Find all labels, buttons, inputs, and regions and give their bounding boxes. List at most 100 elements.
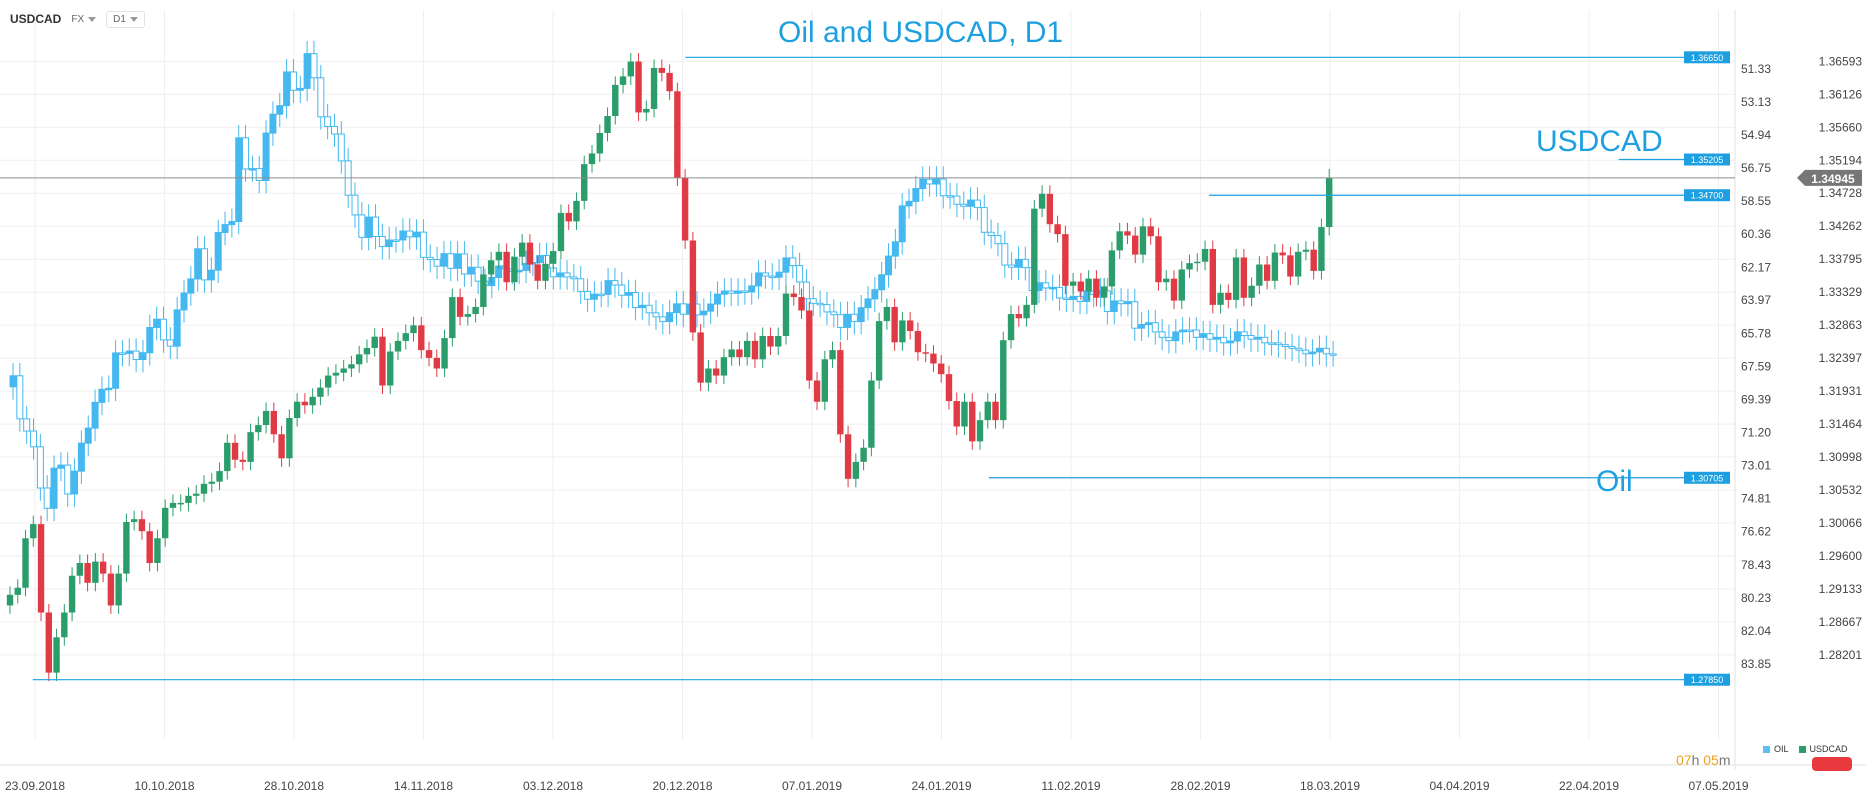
oil-candle — [1220, 336, 1228, 344]
oil-candle — [1158, 331, 1166, 338]
usdcad-candle — [1023, 304, 1030, 319]
oil-candle — [1247, 335, 1255, 340]
oil-candle — [590, 293, 598, 300]
timer-minutes-unit: m — [1718, 752, 1731, 768]
chart-toolbar: USDCAD FX D1 — [10, 8, 145, 30]
usdcad-candle — [1100, 286, 1108, 298]
usdcad-candle — [697, 332, 704, 383]
legend-label-usdcad: USDCAD — [1809, 744, 1848, 754]
usdcad-candle — [666, 72, 673, 92]
oil-candle — [816, 302, 824, 306]
oil-candle — [71, 470, 79, 495]
oil-candle — [973, 199, 981, 209]
oil-candle — [823, 304, 831, 313]
oil-tick-label: 83.85 — [1741, 657, 1771, 671]
usdcad-candle — [1186, 263, 1193, 270]
usdcad-candle — [557, 212, 565, 252]
oil-candle — [460, 253, 468, 275]
legend-swatch-oil — [1763, 746, 1770, 754]
level-label-bg — [1684, 471, 1730, 484]
oil-candle — [645, 304, 653, 314]
usdcad-candle — [1031, 208, 1038, 305]
usdcad-candle — [216, 471, 223, 482]
usdcad-candle — [1248, 285, 1255, 298]
usdcad-candle — [969, 401, 976, 442]
usdcad-tick-label: 1.28201 — [1819, 648, 1863, 662]
oil-candle — [871, 289, 879, 300]
oil-candle — [652, 312, 660, 318]
market-label: FX — [71, 13, 85, 25]
oil-tick-label: 62.17 — [1741, 260, 1771, 274]
timeframe-dropdown[interactable]: D1 — [106, 10, 145, 28]
oil-candle — [837, 314, 845, 328]
usdcad-candle — [891, 306, 898, 343]
x-tick-label: 24.01.2019 — [911, 779, 971, 793]
oil-candle — [843, 313, 851, 328]
usdcad-candle — [425, 350, 433, 358]
oil-tick-label: 67.59 — [1741, 359, 1771, 373]
usdcad-candle — [1062, 234, 1069, 286]
level-label-bg — [1684, 51, 1730, 64]
oil-tick-label: 56.75 — [1741, 161, 1771, 175]
oil-candle — [201, 248, 209, 281]
oil-candle — [43, 487, 51, 509]
usdcad-candle — [6, 594, 14, 606]
usdcad-tick-label: 1.33329 — [1819, 285, 1863, 299]
oil-candle — [112, 352, 120, 389]
usdcad-candle — [332, 372, 340, 376]
oil-candle — [960, 203, 968, 207]
oil-candle — [850, 313, 858, 323]
oil-candle — [406, 230, 414, 238]
usdcad-candle — [239, 459, 246, 462]
oil-candle — [659, 316, 667, 323]
usdcad-candle — [681, 177, 689, 241]
market-dropdown[interactable]: FX — [71, 11, 97, 27]
oil-candle — [1062, 297, 1070, 300]
usdcad-candle — [224, 442, 231, 472]
candle-countdown: 07h 05m — [1676, 752, 1731, 768]
usdcad-candle — [945, 374, 953, 402]
oil-candle — [399, 230, 407, 241]
oil-candle — [584, 290, 592, 300]
usdcad-candle — [821, 359, 828, 402]
oil-candle — [748, 285, 756, 293]
oil-candle — [324, 116, 332, 127]
oil-candle — [36, 446, 44, 489]
usdcad-candle — [1217, 292, 1224, 305]
x-tick-label: 28.02.2019 — [1170, 779, 1230, 793]
usdcad-candle — [1163, 278, 1170, 283]
usdcad-tick-label: 1.34262 — [1819, 219, 1863, 233]
usdcad-candle — [255, 425, 262, 433]
oil-candle — [604, 280, 612, 295]
usdcad-candle — [868, 380, 875, 448]
oil-tick-label: 65.78 — [1741, 326, 1771, 340]
usdcad-candle — [1225, 292, 1232, 300]
level-label: 1.36650 — [1691, 53, 1724, 63]
usdcad-candle — [938, 363, 945, 375]
oil-candle — [159, 318, 167, 341]
x-tick-label: 07.05.2019 — [1688, 779, 1748, 793]
usdcad-candle — [1147, 226, 1154, 237]
oil-candle — [64, 464, 72, 495]
oil-candle — [734, 290, 742, 294]
usdcad-tick-label: 1.31931 — [1819, 384, 1863, 398]
x-tick-label: 11.02.2019 — [1041, 779, 1100, 793]
usdcad-tick-label: 1.32397 — [1819, 351, 1863, 365]
oil-candle — [433, 259, 441, 267]
usdcad-candle — [837, 350, 844, 435]
usdcad-candle — [146, 531, 153, 564]
trade-button[interactable] — [1812, 757, 1852, 771]
usdcad-tick-label: 1.30998 — [1819, 450, 1863, 464]
usdcad-candle — [402, 333, 409, 341]
usdcad-tick-label: 1.36126 — [1819, 87, 1863, 101]
usdcad-candle — [115, 573, 122, 606]
legend-item-oil[interactable]: OIL — [1763, 744, 1789, 754]
usdcad-candle — [348, 364, 355, 369]
oil-candle — [1131, 301, 1139, 329]
level-label: 1.27850 — [1691, 675, 1724, 685]
timeframe-label: D1 — [113, 13, 126, 25]
legend-item-usdcad[interactable]: USDCAD — [1798, 744, 1848, 754]
usdcad-candle — [1054, 224, 1061, 235]
oil-candle — [235, 137, 243, 222]
